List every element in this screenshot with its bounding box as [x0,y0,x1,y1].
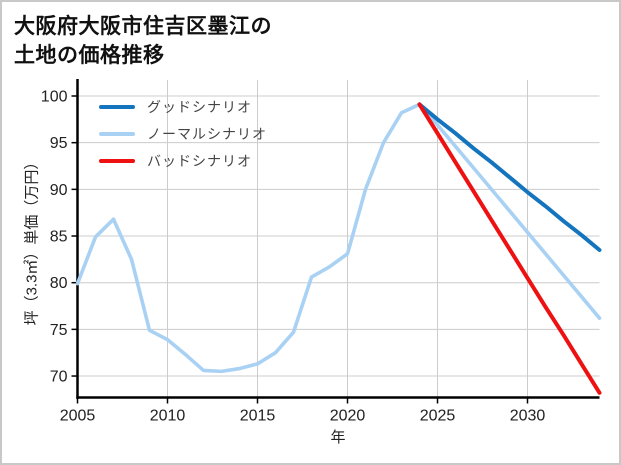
chart-title: 大阪府大阪市住吉区墨江の 土地の価格推移 [14,12,272,70]
legend-label-good-scenario: グッドシナリオ [147,98,252,115]
y-tick-label: 95 [50,135,68,152]
y-tick-label: 90 [50,182,68,199]
good-scenario-line-swatch [99,104,135,109]
normal-scenario-line-swatch [99,131,135,136]
series-line-グッドシナリオ [417,102,602,253]
y-tick-label: 80 [50,275,68,292]
x-tick-label: 2005 [60,408,96,425]
y-tick-label: 100 [41,89,68,106]
legend-item-normal-scenario: ノーマルシナリオ [99,120,267,147]
y-tick-label: 75 [50,322,68,339]
bad-scenario-line-swatch [99,158,135,163]
chart-title-line1: 大阪府大阪市住吉区墨江の [14,15,272,38]
y-axis-label: 坪（3.3㎡）単価（万円） [23,154,41,326]
legend-label-normal-scenario: ノーマルシナリオ [147,125,267,142]
chart-legend: グッドシナリオ ノーマルシナリオ バッドシナリオ [99,93,267,174]
legend-item-good-scenario: グッドシナリオ [99,93,267,120]
chart-title-line2: 土地の価格推移 [14,44,165,67]
legend-label-bad-scenario: バッドシナリオ [147,152,252,169]
x-tick-label: 2030 [510,408,546,425]
x-tick-label: 2020 [330,408,366,425]
series-line-ノーマルシナリオ [75,102,602,374]
y-tick-label: 70 [50,369,68,386]
x-tick-label: 2010 [150,408,186,425]
x-tick-label: 2015 [240,408,276,425]
x-tick-label: 2025 [420,408,456,425]
x-axis-label: 年 [330,429,346,446]
y-tick-label: 85 [50,229,68,246]
legend-item-bad-scenario: バッドシナリオ [99,147,267,174]
series-line-バッドシナリオ [417,102,602,395]
